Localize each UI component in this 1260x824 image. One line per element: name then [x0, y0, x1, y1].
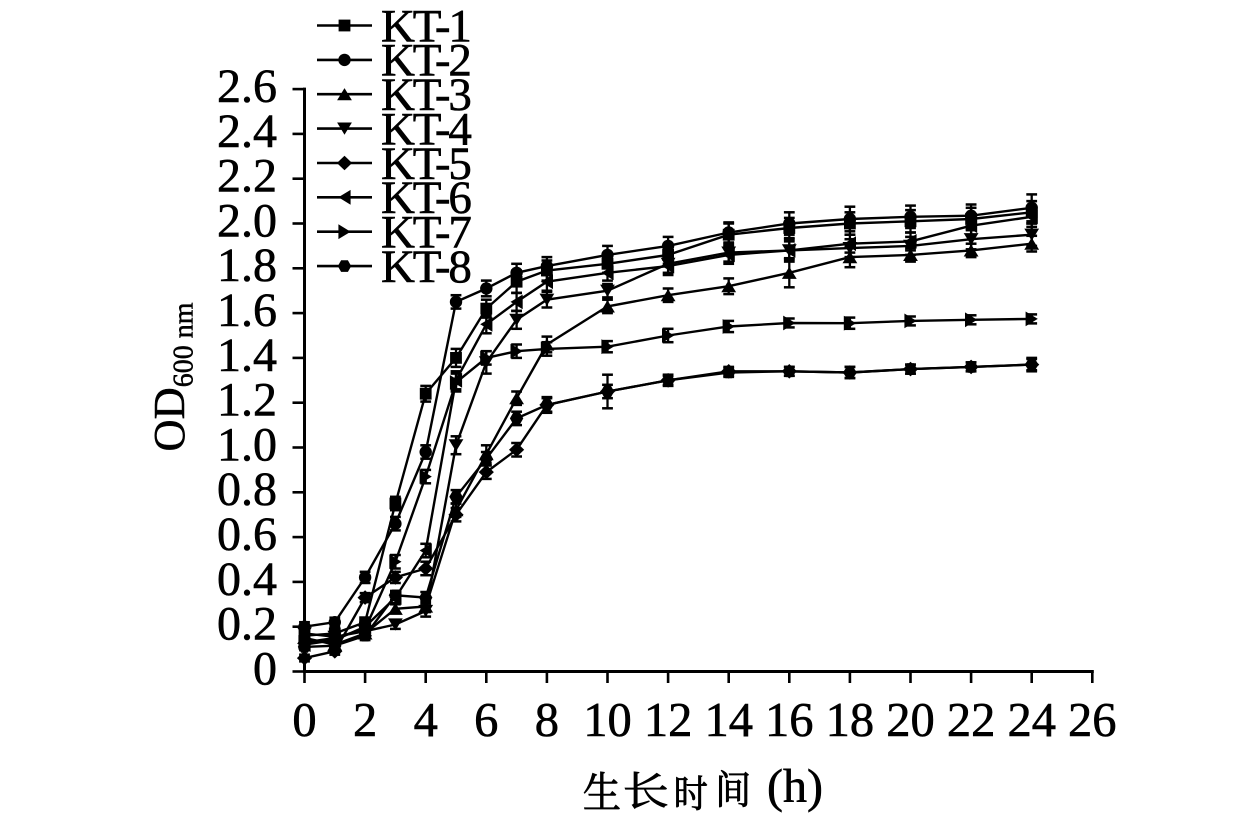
svg-text:0: 0	[292, 694, 316, 747]
svg-text:12: 12	[644, 694, 693, 747]
svg-text:1.4: 1.4	[217, 329, 277, 382]
svg-text:1.0: 1.0	[217, 418, 277, 471]
svg-text:1.8: 1.8	[217, 239, 277, 292]
svg-text:4: 4	[414, 694, 438, 747]
svg-text:14: 14	[704, 694, 753, 747]
svg-text:(h): (h)	[767, 760, 823, 813]
svg-text:16: 16	[765, 694, 814, 747]
svg-text:OD600 nm: OD600 nm	[144, 302, 200, 451]
svg-text:KT-2: KT-2	[381, 35, 470, 87]
svg-text:KT-6: KT-6	[381, 172, 471, 224]
svg-text:18: 18	[826, 694, 875, 747]
svg-text:0.2: 0.2	[217, 598, 277, 651]
svg-text:6: 6	[474, 694, 498, 747]
svg-text:2.0: 2.0	[217, 194, 277, 247]
svg-text:KT-4: KT-4	[381, 103, 471, 155]
svg-text:26: 26	[1068, 694, 1117, 747]
svg-text:0: 0	[253, 642, 277, 695]
svg-text:KT-8: KT-8	[381, 241, 470, 293]
svg-text:2.6: 2.6	[217, 60, 277, 113]
svg-text:0.4: 0.4	[217, 553, 277, 606]
svg-text:1.6: 1.6	[217, 284, 277, 337]
svg-text:2.4: 2.4	[217, 105, 277, 158]
svg-text:20: 20	[886, 694, 935, 747]
svg-text:0.8: 0.8	[217, 463, 277, 516]
svg-text:KT-5: KT-5	[381, 138, 470, 190]
svg-text:10: 10	[583, 694, 632, 747]
svg-text:2.2: 2.2	[217, 150, 277, 203]
svg-text:22: 22	[947, 694, 996, 747]
svg-text:1.2: 1.2	[217, 374, 277, 427]
svg-text:KT-3: KT-3	[381, 69, 470, 121]
svg-text:2: 2	[353, 694, 377, 747]
svg-text:8: 8	[535, 694, 559, 747]
svg-text:24: 24	[1007, 694, 1056, 747]
svg-text:KT-7: KT-7	[381, 207, 471, 259]
svg-text:0.6: 0.6	[217, 508, 277, 561]
svg-text:KT-1: KT-1	[381, 0, 470, 52]
